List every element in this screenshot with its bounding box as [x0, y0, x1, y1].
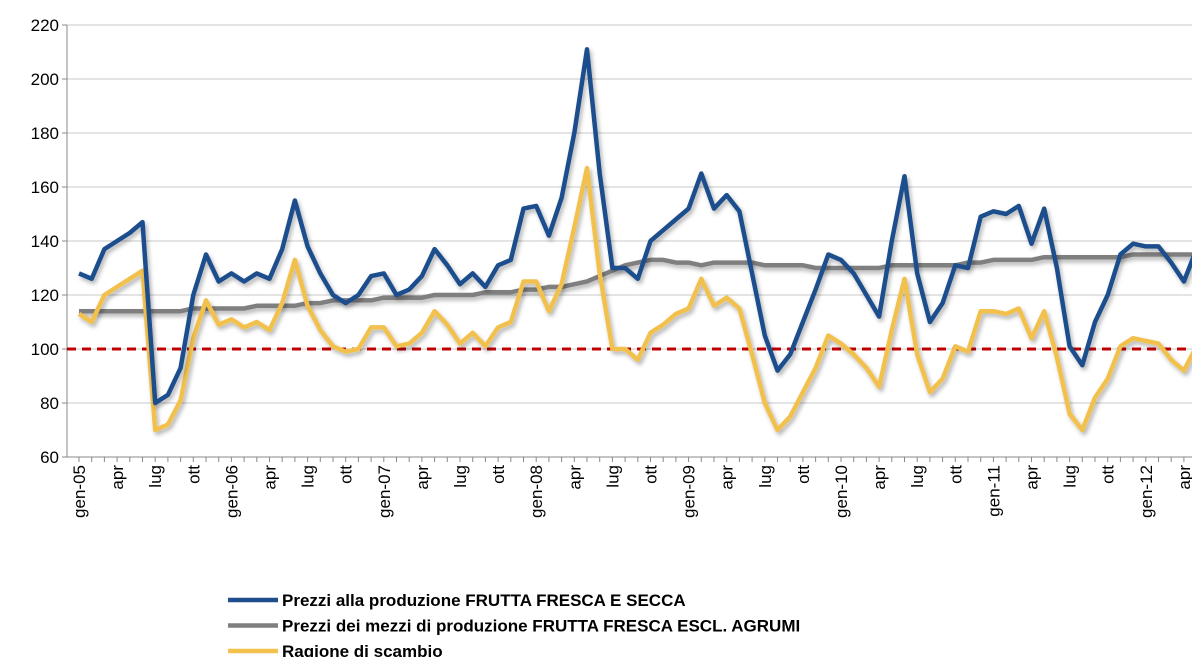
x-tick-label: ott [184, 465, 203, 484]
series-line [79, 252, 1192, 314]
x-tick-label: apr [718, 465, 737, 490]
x-tick-label: apr [413, 465, 432, 490]
series-line [77, 165, 1192, 433]
x-tick-label: lug [756, 465, 775, 488]
y-tick-label: 220 [31, 16, 59, 35]
x-tick-label: ott [642, 465, 661, 484]
x-tick-label: ott [489, 465, 508, 484]
y-tick-label: 80 [40, 394, 59, 413]
x-tick-label: gen-08 [527, 465, 546, 518]
x-tick-label: gen-09 [680, 465, 699, 518]
x-tick-label: ott [794, 465, 813, 484]
y-tick-label: 120 [31, 286, 59, 305]
x-tick-label: gen-11 [984, 465, 1003, 517]
x-tick-label: gen-07 [375, 465, 394, 518]
y-tick-label: 160 [31, 178, 59, 197]
x-tick-label: gen-12 [1137, 465, 1156, 518]
y-tick-label: 100 [31, 340, 59, 359]
x-tick-label: lug [603, 465, 622, 488]
x-tick-label: apr [1175, 465, 1192, 490]
y-tick-label: 200 [31, 70, 59, 89]
x-tick-label: lug [1061, 465, 1080, 488]
x-tick-label: gen-06 [222, 465, 241, 518]
x-tick-label: apr [261, 465, 280, 490]
legend-label: Prezzi alla produzione FRUTTA FRESCA E S… [282, 591, 686, 610]
y-tick-label: 140 [31, 232, 59, 251]
x-tick-label: ott [1099, 465, 1118, 484]
x-tick-label: apr [108, 465, 127, 490]
x-tick-label: apr [565, 465, 584, 490]
x-tick-label: lug [299, 465, 318, 488]
legend-label: Ragione di scambio [282, 642, 443, 657]
x-tick-label: ott [337, 465, 356, 484]
y-tick-label: 180 [31, 124, 59, 143]
x-tick-label: lug [146, 465, 165, 488]
x-tick-label: lug [451, 465, 470, 488]
y-tick-label: 60 [40, 448, 59, 467]
x-tick-label: ott [946, 465, 965, 484]
x-tick-label: apr [870, 465, 889, 490]
x-tick-label: gen-05 [70, 465, 89, 518]
x-tick-label: lug [908, 465, 927, 488]
x-tick-label: gen-10 [832, 465, 851, 518]
legend-label: Prezzi dei mezzi di produzione FRUTTA FR… [282, 617, 800, 636]
series-line [78, 47, 1192, 406]
x-tick-label: apr [1023, 465, 1042, 490]
